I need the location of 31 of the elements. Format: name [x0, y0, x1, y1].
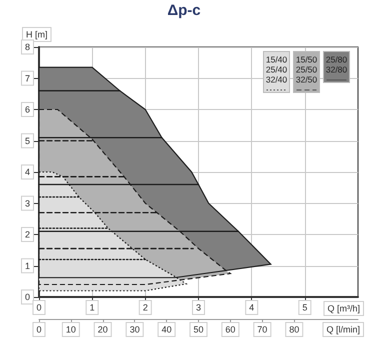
- x-axis-title: Q [m³/h]: [328, 304, 360, 314]
- y-tick-label: 3: [24, 198, 30, 208]
- x-tick-label: 5: [302, 302, 308, 312]
- x2-tick-label: 80: [289, 324, 300, 334]
- y-tick-label: 0: [24, 292, 30, 302]
- y-tick-label: 2: [24, 230, 30, 240]
- x-tick-label: 0: [36, 302, 42, 312]
- y-tick-label: 7: [24, 73, 30, 84]
- x2-tick-label: 10: [66, 324, 76, 334]
- y-tick-label: 5: [24, 136, 30, 146]
- x2-tick-label: 20: [98, 324, 108, 334]
- y-axis-title: H [m]: [26, 30, 48, 40]
- chart-title: Δp-c: [167, 2, 201, 19]
- x2-axis-title: Q [l/min]: [326, 324, 360, 334]
- y-tick-label: 1: [24, 260, 30, 271]
- x2-tick-label: 70: [257, 324, 268, 334]
- y-tick-label: 8: [24, 42, 30, 52]
- x2-tick-label: 0: [36, 324, 42, 334]
- x-tick-label: 4: [249, 302, 254, 312]
- x2-tick-label: 50: [193, 324, 204, 334]
- x-tick-label: 3: [196, 302, 202, 312]
- x2-tick-label: 40: [162, 324, 172, 334]
- text: 15/50 25/50 32/50: [296, 54, 318, 84]
- text: 15/40 25/40 32/40: [266, 54, 288, 84]
- x2-tick-label: 30: [130, 324, 140, 334]
- y-tick-label: 6: [24, 104, 30, 114]
- x-tick-label: 1: [90, 302, 95, 312]
- y-tick-label: 4: [24, 167, 30, 177]
- x2-tick-label: 60: [225, 324, 236, 334]
- text: 25/80 32/80: [326, 54, 348, 74]
- x-tick-label: 2: [142, 302, 148, 312]
